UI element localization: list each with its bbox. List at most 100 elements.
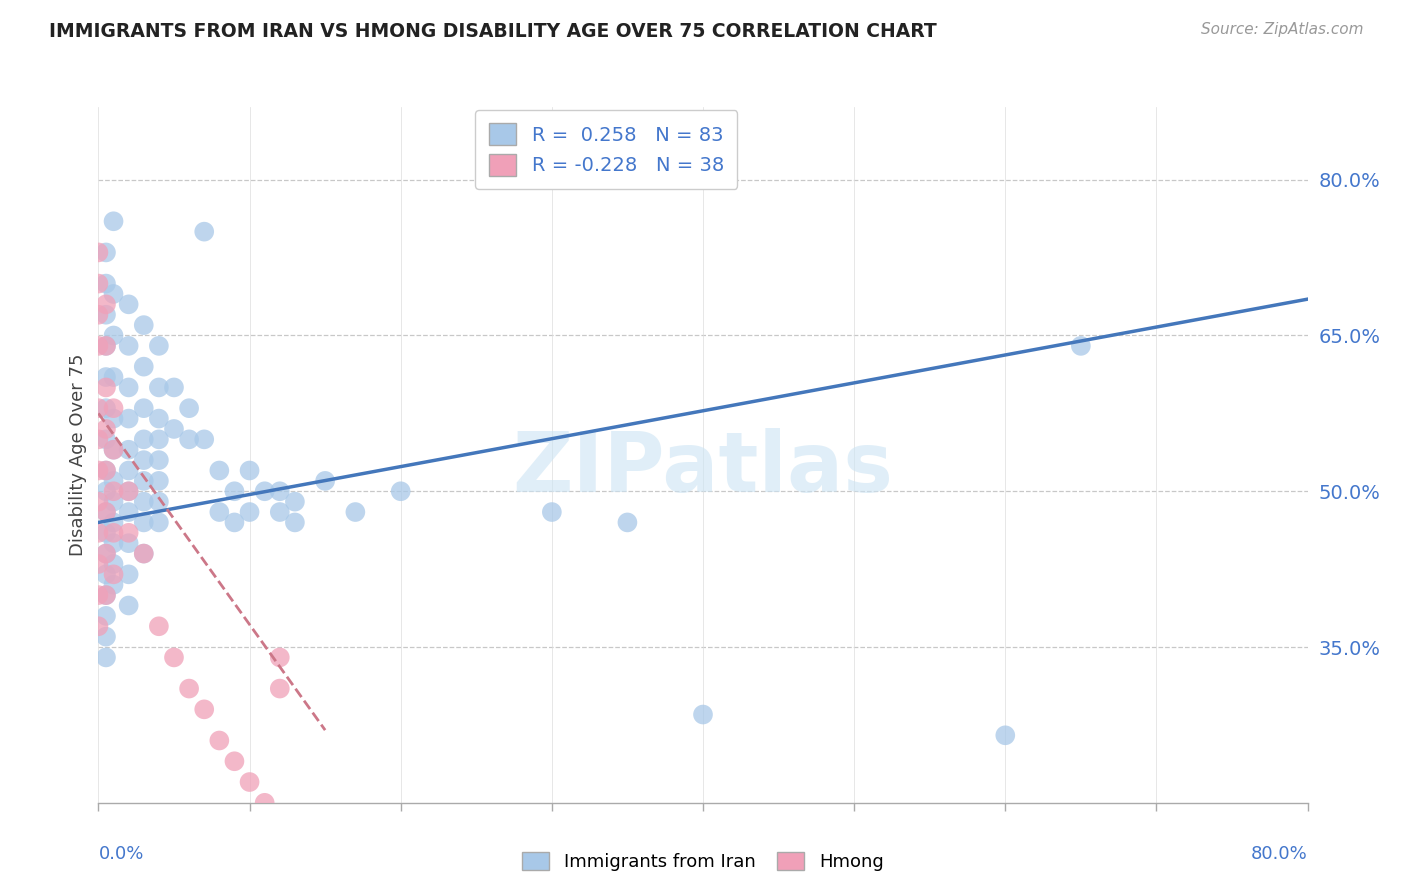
Point	[132, 401, 155, 416]
Point	[118, 463, 141, 477]
Text: IMMIGRANTS FROM IRAN VS HMONG DISABILITY AGE OVER 75 CORRELATION CHART: IMMIGRANTS FROM IRAN VS HMONG DISABILITY…	[49, 22, 936, 41]
Point	[132, 318, 155, 332]
Point	[132, 453, 155, 467]
Point	[118, 536, 141, 550]
Point	[87, 277, 110, 291]
Legend: R =  0.258   N = 83, R = -0.228   N = 38: R = 0.258 N = 83, R = -0.228 N = 38	[475, 110, 737, 189]
Point	[87, 588, 110, 602]
Point	[132, 359, 155, 374]
Text: ZIPatlas: ZIPatlas	[513, 428, 893, 509]
Text: 80.0%: 80.0%	[1251, 845, 1308, 863]
Point	[132, 433, 155, 447]
Point	[208, 463, 231, 477]
Point	[148, 411, 170, 425]
Point	[94, 422, 117, 436]
Point	[284, 516, 307, 530]
Point	[193, 702, 215, 716]
Point	[103, 442, 125, 457]
Point	[118, 525, 141, 540]
Point	[239, 775, 262, 789]
Y-axis label: Disability Age Over 75: Disability Age Over 75	[69, 353, 87, 557]
Point	[94, 588, 117, 602]
Point	[118, 297, 141, 311]
Point	[132, 516, 155, 530]
Point	[94, 308, 117, 322]
Point	[616, 516, 638, 530]
Point	[94, 608, 117, 623]
Point	[94, 505, 117, 519]
Point	[132, 547, 155, 561]
Point	[103, 287, 125, 301]
Point	[94, 630, 117, 644]
Point	[87, 433, 110, 447]
Point	[118, 380, 141, 394]
Point	[389, 484, 412, 499]
Point	[118, 339, 141, 353]
Point	[314, 474, 336, 488]
Point	[87, 619, 110, 633]
Point	[94, 567, 117, 582]
Point	[193, 225, 215, 239]
Point	[224, 516, 246, 530]
Point	[224, 754, 246, 768]
Point	[87, 463, 110, 477]
Point	[269, 681, 291, 696]
Point	[103, 401, 125, 416]
Point	[94, 370, 117, 384]
Point	[253, 484, 276, 499]
Point	[148, 619, 170, 633]
Point	[148, 433, 170, 447]
Point	[118, 567, 141, 582]
Point	[94, 401, 117, 416]
Point	[103, 557, 125, 571]
Point	[132, 474, 155, 488]
Point	[994, 728, 1017, 742]
Point	[94, 525, 117, 540]
Point	[103, 578, 125, 592]
Point	[87, 245, 110, 260]
Point	[239, 505, 262, 519]
Point	[540, 505, 562, 519]
Point	[94, 547, 117, 561]
Point	[103, 370, 125, 384]
Point	[224, 484, 246, 499]
Point	[94, 245, 117, 260]
Legend: Immigrants from Iran, Hmong: Immigrants from Iran, Hmong	[515, 845, 891, 879]
Point	[284, 494, 307, 508]
Point	[103, 328, 125, 343]
Point	[239, 463, 262, 477]
Point	[269, 484, 291, 499]
Point	[94, 505, 117, 519]
Point	[118, 411, 141, 425]
Point	[163, 380, 186, 394]
Point	[269, 505, 291, 519]
Point	[103, 525, 125, 540]
Point	[208, 733, 231, 747]
Point	[103, 516, 125, 530]
Point	[94, 484, 117, 499]
Point	[163, 422, 186, 436]
Point	[148, 380, 170, 394]
Point	[87, 557, 110, 571]
Point	[94, 277, 117, 291]
Point	[692, 707, 714, 722]
Point	[103, 474, 125, 488]
Point	[87, 494, 110, 508]
Point	[344, 505, 367, 519]
Point	[103, 484, 125, 499]
Point	[94, 588, 117, 602]
Point	[179, 681, 201, 696]
Point	[87, 401, 110, 416]
Point	[94, 380, 117, 394]
Point	[94, 650, 117, 665]
Point	[163, 650, 186, 665]
Point	[118, 442, 141, 457]
Point	[103, 536, 125, 550]
Point	[94, 463, 117, 477]
Point	[103, 567, 125, 582]
Point	[94, 433, 117, 447]
Point	[118, 505, 141, 519]
Text: 0.0%: 0.0%	[98, 845, 143, 863]
Point	[132, 494, 155, 508]
Point	[148, 494, 170, 508]
